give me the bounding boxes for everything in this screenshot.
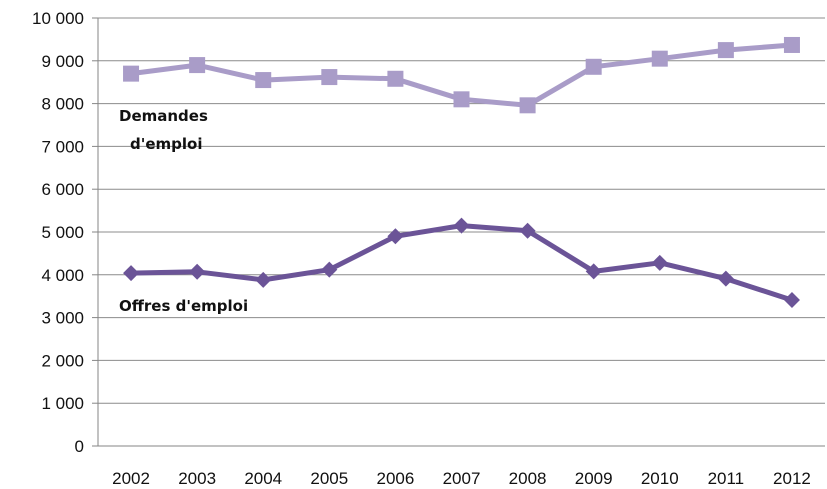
x-tick-label: 2004 bbox=[244, 469, 282, 488]
x-tick-label: 2002 bbox=[112, 469, 150, 488]
x-tick-label: 2009 bbox=[575, 469, 613, 488]
x-tick-label: 2007 bbox=[443, 469, 481, 488]
y-tick-label: 10 000 bbox=[32, 9, 84, 28]
data-point bbox=[255, 271, 272, 288]
data-point bbox=[255, 72, 272, 89]
y-tick-label: 1 000 bbox=[41, 394, 84, 413]
data-point bbox=[585, 58, 602, 75]
data-point bbox=[519, 222, 536, 239]
data-point bbox=[651, 50, 668, 67]
data-point bbox=[453, 91, 470, 108]
series-label-offres-emploi: Offres d'emploi bbox=[119, 297, 248, 315]
data-point bbox=[453, 217, 470, 234]
data-point bbox=[783, 292, 800, 309]
series-label-demandes-line1: Demandes bbox=[119, 107, 208, 125]
y-tick-label: 7 000 bbox=[41, 137, 84, 156]
y-tick-label: 9 000 bbox=[41, 52, 84, 71]
x-tick-label: 2010 bbox=[641, 469, 679, 488]
data-point bbox=[519, 97, 536, 114]
series-markers-offres-emploi bbox=[123, 217, 800, 309]
data-point bbox=[189, 57, 206, 74]
data-point bbox=[189, 263, 206, 280]
data-point bbox=[387, 70, 404, 87]
series-demandes-emploi: Demandes d'emploi bbox=[119, 36, 800, 153]
y-tick-label: 0 bbox=[75, 437, 84, 456]
data-point bbox=[585, 263, 602, 280]
y-tick-label: 8 000 bbox=[41, 95, 84, 114]
series-markers-demandes-emploi bbox=[123, 36, 800, 114]
x-tick-label: 2008 bbox=[509, 469, 547, 488]
series-label-demandes-line2: d'emploi bbox=[130, 135, 202, 153]
data-point bbox=[321, 69, 338, 86]
x-tick-label: 2011 bbox=[708, 469, 745, 488]
series-line-offres-emploi bbox=[130, 223, 793, 303]
x-axis: 2002 2003 2004 2005 2006 2007 2008 2009 2010 2011… bbox=[112, 469, 811, 488]
series-offres-emploi: Offres d'emploi bbox=[119, 217, 800, 315]
x-tick-label: 2003 bbox=[178, 469, 216, 488]
data-point bbox=[387, 228, 404, 245]
data-point bbox=[321, 261, 338, 278]
y-tick-label: 3 000 bbox=[41, 309, 84, 328]
y-axis: 0 1 000 2 000 3 000 4 000 5 000 6 000 7 000 8 00… bbox=[32, 9, 99, 456]
data-point bbox=[717, 270, 734, 287]
y-tick-label: 2 000 bbox=[41, 351, 84, 370]
data-point bbox=[123, 265, 140, 282]
y-tick-label: 4 000 bbox=[41, 266, 84, 285]
y-tick-label: 5 000 bbox=[41, 223, 84, 242]
data-point bbox=[717, 42, 734, 59]
data-point bbox=[783, 36, 800, 53]
x-tick-label: 2005 bbox=[310, 469, 348, 488]
series-label-demandes-emploi: Demandes d'emploi bbox=[119, 107, 213, 153]
x-tick-label: 2006 bbox=[376, 469, 414, 488]
x-tick-label: 2012 bbox=[773, 469, 811, 488]
data-point bbox=[651, 254, 668, 271]
data-point bbox=[123, 65, 140, 82]
y-tick-label: 6 000 bbox=[41, 180, 84, 199]
